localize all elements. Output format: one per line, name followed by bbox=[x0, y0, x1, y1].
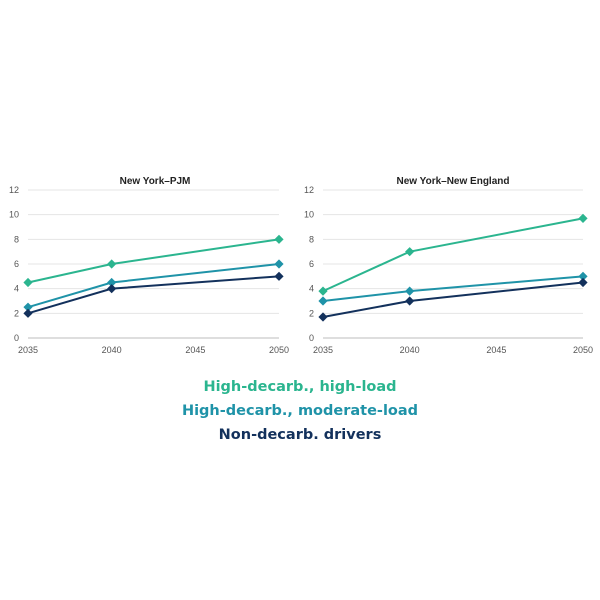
data-point bbox=[107, 259, 117, 269]
data-point bbox=[23, 302, 33, 312]
x-tick-label: 2050 bbox=[573, 345, 593, 355]
data-point bbox=[274, 234, 284, 244]
x-tick-label: 2035 bbox=[18, 345, 38, 355]
y-tick-label: 2 bbox=[309, 308, 314, 318]
data-point bbox=[318, 296, 328, 306]
data-point bbox=[23, 308, 33, 318]
data-point bbox=[405, 296, 415, 306]
series-line-1 bbox=[27, 238, 280, 284]
y-tick-label: 6 bbox=[14, 259, 19, 269]
chart-title: New York–PJM bbox=[120, 176, 191, 187]
y-tick-label: 10 bbox=[304, 210, 314, 220]
data-point bbox=[405, 286, 415, 296]
series-line-3 bbox=[27, 275, 280, 315]
y-tick-label: 4 bbox=[309, 284, 314, 294]
y-tick-label: 10 bbox=[9, 210, 19, 220]
y-tick-label: 0 bbox=[309, 333, 314, 343]
legend-item-non-decarb-drivers: Non-decarb. drivers bbox=[218, 427, 382, 443]
x-tick-label: 2035 bbox=[313, 345, 333, 355]
x-tick-label: 2045 bbox=[185, 345, 205, 355]
chart-panel-1: New York–PJM 0 2 4 6 8 10 12 2035 2040 2045 2050 bbox=[9, 176, 289, 355]
x-tick-label: 2050 bbox=[269, 345, 289, 355]
y-tick-label: 6 bbox=[309, 259, 314, 269]
x-tick-label: 2045 bbox=[486, 345, 506, 355]
legend-item-high-decarb-moderate-load: High-decarb., moderate-load bbox=[181, 403, 419, 419]
y-tick-label: 8 bbox=[14, 234, 19, 244]
data-point bbox=[405, 247, 415, 257]
data-point bbox=[107, 277, 117, 288]
chart-title: New York–New England bbox=[397, 176, 510, 187]
data-point bbox=[578, 277, 588, 288]
x-tick-label: 2040 bbox=[102, 345, 122, 355]
y-tick-label: 0 bbox=[14, 333, 19, 343]
y-tick-label: 12 bbox=[9, 185, 19, 195]
data-point bbox=[578, 213, 588, 223]
x-tick-label: 2040 bbox=[400, 345, 420, 355]
y-tick-label: 4 bbox=[14, 284, 19, 294]
y-tick-label: 2 bbox=[14, 308, 19, 318]
chart-panel-2: New York–New England 0 2 4 6 8 10 12 2035 2040 204… bbox=[304, 176, 593, 355]
data-point bbox=[23, 277, 33, 288]
data-point bbox=[318, 312, 328, 322]
data-point bbox=[274, 259, 284, 269]
y-tick-label: 12 bbox=[304, 185, 314, 195]
data-point bbox=[578, 271, 588, 281]
legend-item-high-decarb-high-load: High-decarb., high-load bbox=[203, 379, 397, 395]
y-tick-label: 8 bbox=[309, 234, 314, 244]
data-point bbox=[107, 284, 117, 294]
data-point bbox=[318, 286, 328, 296]
data-point bbox=[274, 271, 284, 281]
